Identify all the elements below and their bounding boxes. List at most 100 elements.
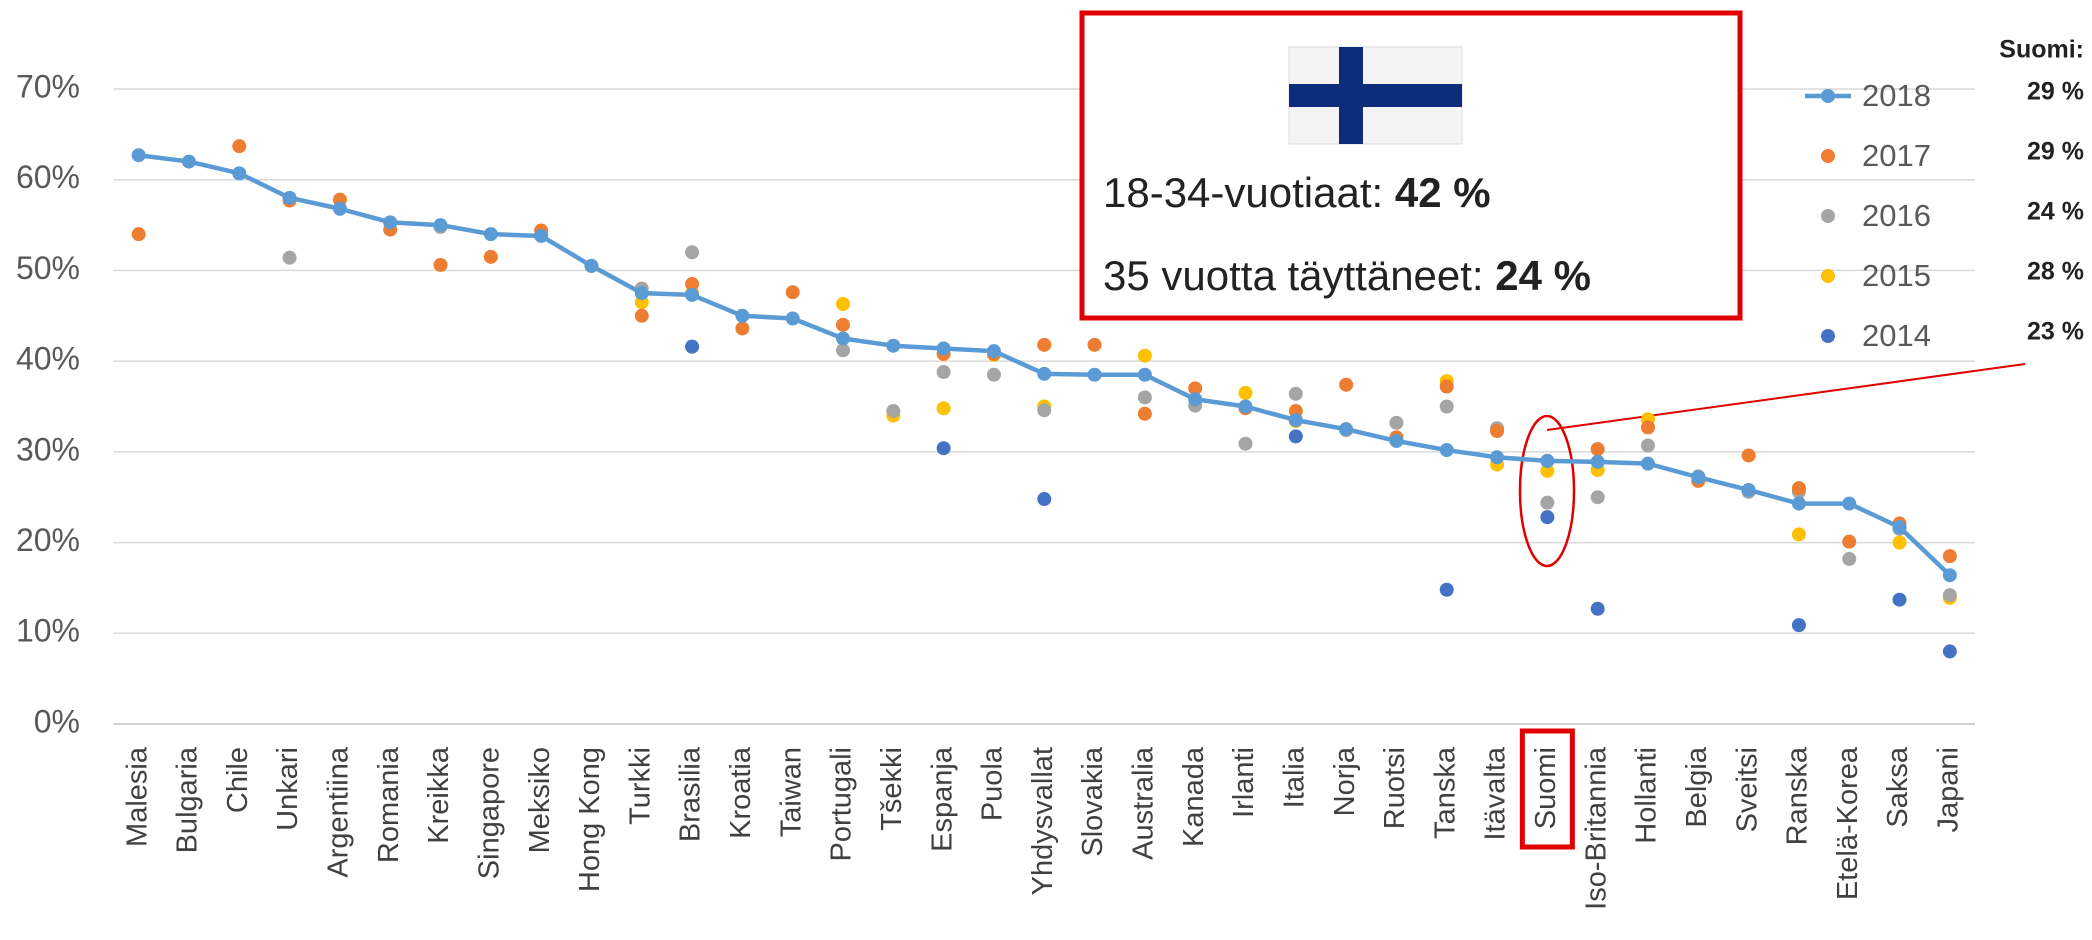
side-title: Suomi: — [1999, 36, 2084, 64]
data-point — [1842, 534, 1857, 549]
data-point — [1288, 386, 1303, 401]
data-point — [1188, 381, 1203, 396]
box-line: 35 vuotta täyttäneet: 24 % — [1103, 252, 1591, 299]
y-tick-label: 70% — [16, 68, 80, 104]
data-point — [1842, 551, 1857, 566]
x-tick-label: Brasilia — [675, 746, 707, 842]
data-point — [1590, 454, 1605, 469]
legend-marker — [1821, 149, 1835, 163]
y-tick-label: 60% — [16, 159, 80, 195]
data-point — [836, 331, 851, 346]
data-point — [1791, 481, 1806, 496]
data-point — [1339, 422, 1354, 437]
x-tick-label: Argentiina — [323, 746, 355, 877]
data-point — [685, 245, 700, 260]
data-point — [584, 258, 599, 273]
data-point — [785, 311, 800, 326]
data-point — [1490, 450, 1505, 465]
data-point — [1842, 496, 1857, 511]
data-point — [1238, 399, 1253, 414]
x-tick-label: Turkki — [624, 747, 656, 825]
x-tick-label: Italia — [1278, 746, 1310, 808]
x-tick-label: Hong Kong — [574, 747, 606, 892]
data-point — [1640, 438, 1655, 453]
callout-line — [1546, 363, 2026, 431]
x-tick-label: Ruotsi — [1379, 747, 1411, 829]
highlight-box — [1519, 728, 1575, 850]
data-point — [433, 257, 448, 272]
x-tick-label: Itävalta — [1480, 746, 1512, 840]
x-tick-label: Malesia — [121, 746, 153, 847]
data-point — [1741, 448, 1756, 463]
data-point — [433, 218, 448, 233]
x-tick-label: Bulgaria — [172, 746, 204, 853]
data-point — [1339, 377, 1354, 392]
y-tick-label: 30% — [16, 431, 80, 467]
x-tick-label: Sveitsi — [1731, 747, 1763, 832]
data-point — [1137, 406, 1152, 421]
highlight-ellipse — [1518, 414, 1576, 568]
data-point — [1490, 423, 1505, 438]
data-point — [735, 308, 750, 323]
data-point — [1137, 348, 1152, 363]
box-value: 24 % — [1495, 252, 1591, 299]
data-point — [1590, 442, 1605, 457]
box-value: 42 % — [1395, 169, 1491, 216]
data-point — [836, 317, 851, 332]
data-point — [1540, 510, 1555, 525]
data-point — [1238, 385, 1253, 400]
data-point — [1942, 588, 1957, 603]
legend-marker — [1821, 269, 1835, 283]
y-tick-label: 40% — [16, 341, 80, 377]
legend-label: 2018 — [1862, 78, 1931, 113]
x-tick-label: Saksa — [1882, 746, 1914, 827]
data-point — [1791, 527, 1806, 542]
x-tick-label: Taiwan — [775, 747, 807, 837]
x-tick-label: Yhdysvallat — [1027, 747, 1059, 895]
data-point — [936, 441, 951, 456]
data-point — [1439, 443, 1454, 458]
data-point — [181, 154, 196, 169]
data-point — [1037, 366, 1052, 381]
x-tick-label: Kroatia — [725, 746, 757, 839]
data-point — [836, 343, 851, 358]
data-point — [986, 344, 1001, 359]
legend-label: 2014 — [1862, 318, 1931, 353]
data-point — [1590, 601, 1605, 616]
x-tick-label: Slovakia — [1077, 746, 1109, 856]
data-point — [1892, 535, 1907, 550]
data-point — [1087, 337, 1102, 352]
data-point — [936, 365, 951, 380]
y-tick-label: 10% — [16, 613, 80, 649]
data-point — [735, 321, 750, 336]
legend-marker — [1821, 89, 1835, 103]
x-tick-label: Norja — [1329, 746, 1361, 816]
data-point — [1389, 433, 1404, 448]
data-point — [282, 190, 297, 205]
data-point — [1942, 549, 1957, 564]
data-point — [836, 296, 851, 311]
side-value: 24 % — [2027, 198, 2084, 226]
data-point — [1892, 592, 1907, 607]
data-point — [1439, 582, 1454, 597]
data-point — [1037, 337, 1052, 352]
data-point — [936, 341, 951, 356]
x-tick-label: Hollanti — [1631, 747, 1663, 844]
x-tick-label: Kreikka — [423, 746, 455, 844]
data-point — [936, 401, 951, 416]
data-point — [1087, 367, 1102, 382]
x-tick-label: Tšekki — [876, 747, 908, 831]
data-point — [1791, 618, 1806, 633]
data-point — [1188, 392, 1203, 407]
x-tick-label: Tanska — [1429, 746, 1461, 839]
data-point — [1640, 456, 1655, 471]
data-point — [232, 139, 247, 154]
data-point — [282, 250, 297, 265]
x-tick-label: Irlanti — [1228, 747, 1260, 818]
x-tick-label: Espanja — [926, 746, 958, 852]
data-point — [1741, 482, 1756, 497]
data-point — [886, 404, 901, 419]
data-point — [886, 338, 901, 353]
x-tick-label: Singapore — [473, 747, 505, 879]
